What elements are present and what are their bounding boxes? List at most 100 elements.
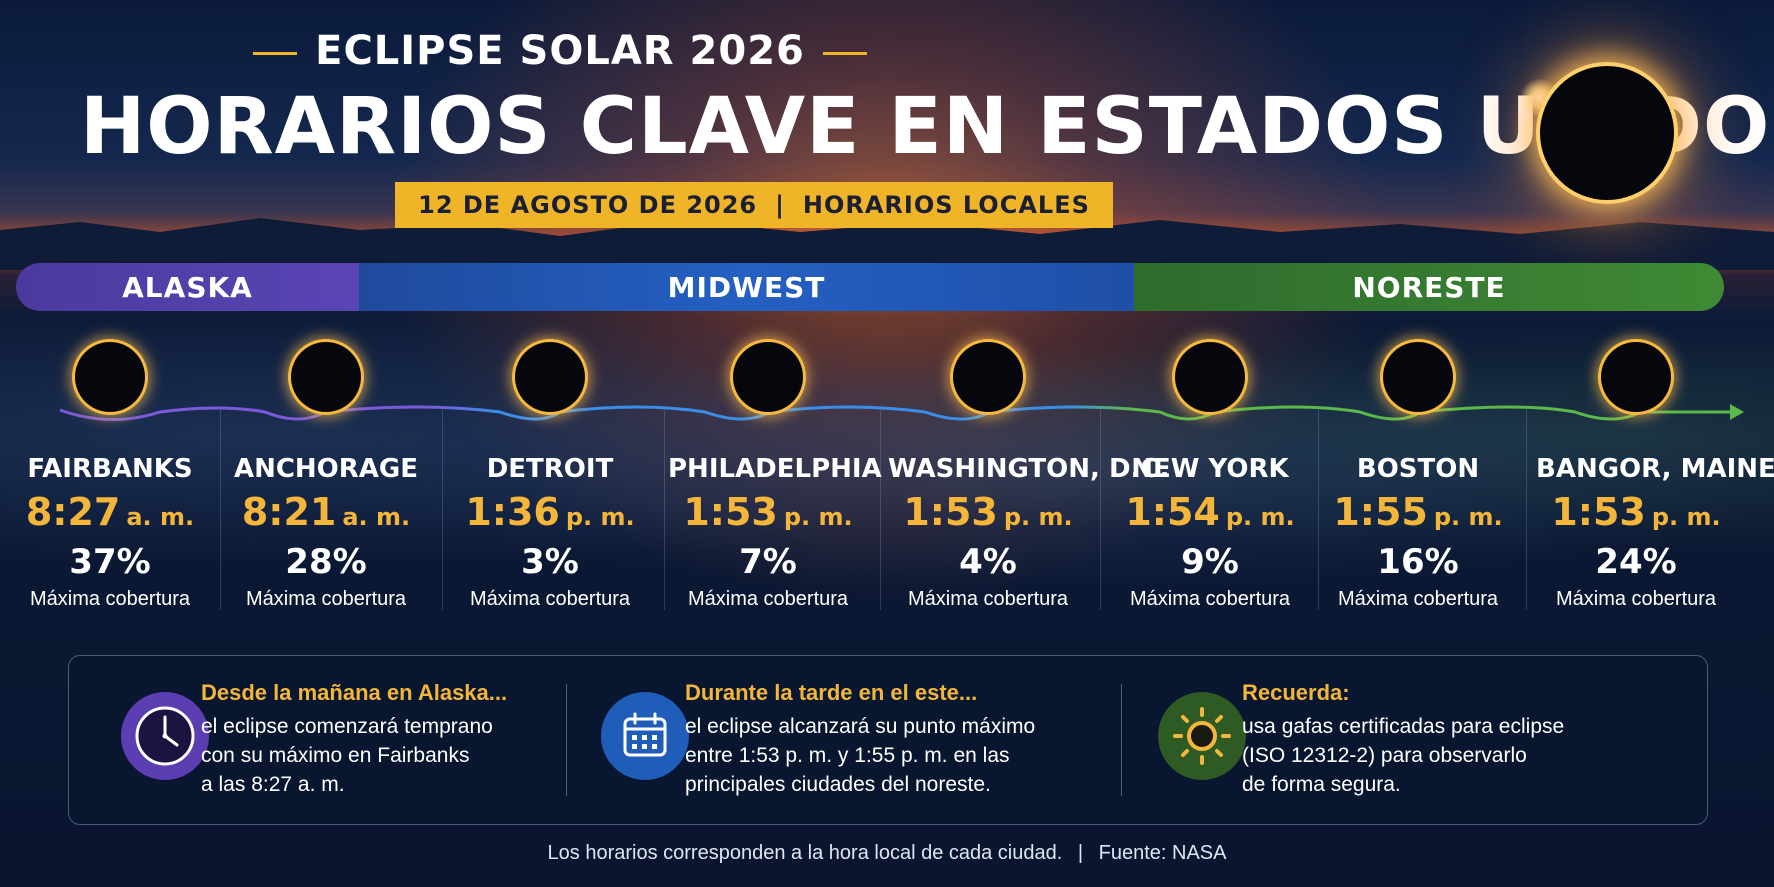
date-text: 12 DE AGOSTO DE 2026 (418, 191, 758, 219)
note-line: usa gafas certificadas para eclipse (1242, 715, 1565, 738)
column-divider (1100, 410, 1101, 610)
note-line: el eclipse alcanzará su punto máximo (685, 715, 1036, 738)
time-period: a. m. (342, 503, 411, 531)
city-item: DETROIT 1:36 p. m. 3% Máxima cobertura (450, 330, 650, 611)
time-period: p. m. (565, 503, 635, 531)
note-line: con su máximo en Fairbanks (201, 744, 470, 767)
time-period: a. m. (126, 503, 195, 531)
time-value: 1:55 (1333, 490, 1428, 534)
time-value: 1:53 (903, 490, 998, 534)
coverage-label: Máxima cobertura (29, 588, 191, 610)
note-line: (ISO 12312-2) para observarlo (1242, 744, 1527, 767)
city-name: BANGOR, MAINE (1536, 454, 1774, 484)
eclipse-icon (1383, 342, 1453, 412)
eclipse-icon (1175, 342, 1245, 412)
note-line: el eclipse comenzará temprano (201, 715, 493, 738)
coverage-label: Máxima cobertura (1555, 588, 1717, 610)
calendar-icon (601, 692, 689, 780)
column-divider (220, 410, 221, 610)
time-period: p. m. (1651, 503, 1721, 531)
coverage-value: 9% (1181, 542, 1239, 582)
city-time: 1:55 p. m. (1318, 490, 1518, 534)
city-name: WASHINGTON, D.C. (888, 454, 1170, 484)
footer: Los horarios corresponden a la hora loca… (0, 842, 1774, 865)
note-line: a las 8:27 a. m. (201, 773, 345, 796)
panel-divider (1121, 684, 1122, 796)
info-panel: Desde la mañana en Alaska... el eclipse … (68, 655, 1708, 825)
note-title: Recuerda: (1242, 680, 1350, 705)
eclipse-icon (75, 342, 145, 412)
clock-icon (121, 692, 209, 780)
column-divider (1526, 410, 1527, 610)
coverage-value: 16% (1377, 542, 1459, 582)
kicker-dash-left (253, 51, 298, 55)
region-noreste: NORESTE (1134, 263, 1724, 311)
time-value: 1:53 (683, 490, 778, 534)
coverage-value: 3% (521, 542, 579, 582)
city-item: FAIRBANKS 8:27 a. m. 37% Máxima cobertura (10, 330, 210, 611)
coverage-value: 4% (959, 542, 1017, 582)
column-divider (442, 410, 443, 610)
eclipse-icon (953, 342, 1023, 412)
city-name: BOSTON (1356, 454, 1480, 484)
column-divider (1318, 410, 1319, 610)
city-list: FAIRBANKS 8:27 a. m. 37% Máxima cobertura… (0, 330, 1774, 620)
panel-divider (566, 684, 567, 796)
city-item: BOSTON 1:55 p. m. 16% Máxima cobertura (1318, 330, 1518, 611)
city-item: PHILADELPHIA 1:53 p. m. 7% Máxima cobertu… (668, 330, 882, 611)
column-divider (664, 410, 665, 610)
eclipse-icon (1601, 342, 1671, 412)
sun-icon (1158, 692, 1246, 780)
note-line: entre 1:53 p. m. y 1:55 p. m. en las (685, 744, 1010, 767)
city-name: FAIRBANKS (27, 454, 193, 484)
footer-separator: | (1077, 842, 1084, 864)
timeline (59, 404, 1744, 422)
city-name: NEW YORK (1131, 454, 1289, 484)
city-item: WASHINGTON, D.C. 1:53 p. m. 4% Máxima cob… (888, 330, 1170, 611)
time-value: 8:21 (241, 490, 337, 534)
time-period: p. m. (1433, 503, 1503, 531)
region-bar: ALASKA MIDWEST NORESTE (16, 263, 1724, 311)
region-midwest: MIDWEST (359, 263, 1134, 311)
timeline-path (59, 405, 1738, 422)
note-body: el eclipse comenzará temprano con su máx… (201, 712, 493, 799)
coverage-value: 28% (285, 542, 367, 582)
date-separator: | (775, 191, 785, 219)
note-title: Desde la mañana en Alaska... (201, 680, 508, 705)
city-item: ANCHORAGE 8:21 a. m. 28% Máxima cobertura (226, 330, 426, 611)
coverage-value: 7% (739, 542, 797, 582)
kicker-title: ECLIPSE SOLAR 2026 (0, 28, 1120, 74)
note-alaska: Desde la mañana en Alaska... el eclipse … (69, 656, 564, 824)
eclipse-icon (291, 342, 361, 412)
city-time: 1:36 p. m. (450, 490, 650, 534)
city-time: 1:53 p. m. (888, 490, 1088, 534)
note-safety: Recuerda: usa gafas certificadas para ec… (1122, 656, 1707, 824)
time-period: p. m. (783, 503, 853, 531)
city-time: 8:21 a. m. (226, 490, 426, 534)
time-value: 1:36 (465, 490, 560, 534)
city-name: DETROIT (486, 454, 614, 484)
coverage-value: 37% (69, 542, 151, 582)
note-title: Durante la tarde en el este... (685, 680, 978, 705)
coverage-label: Máxima cobertura (1337, 588, 1499, 610)
region-alaska: ALASKA (16, 263, 359, 311)
timeline-arrow-icon (1730, 404, 1744, 420)
note-east: Durante la tarde en el este... el eclips… (567, 656, 1119, 824)
city-item: BANGOR, MAINE 1:53 p. m. 24% Máxima cober… (1536, 330, 1774, 611)
timezone-note: HORARIOS LOCALES (802, 191, 1090, 219)
city-item: NEW YORK 1:54 p. m. 9% Máxima cobertura (1110, 330, 1310, 611)
column-divider (880, 410, 881, 610)
city-time: 8:27 a. m. (10, 490, 210, 534)
kicker-text: ECLIPSE SOLAR 2026 (315, 28, 805, 74)
kicker-dash-right (822, 51, 867, 55)
note-line: de forma segura. (1242, 773, 1401, 796)
coverage-label: Máxima cobertura (469, 588, 631, 610)
city-time: 1:53 p. m. (1536, 490, 1736, 534)
time-value: 1:54 (1125, 490, 1220, 534)
city-time: 1:54 p. m. (1110, 490, 1310, 534)
city-name: ANCHORAGE (233, 454, 419, 484)
time-period: p. m. (1225, 503, 1295, 531)
note-body: el eclipse alcanzará su punto máximo ent… (685, 712, 1035, 799)
eclipse-icon (515, 342, 585, 412)
coverage-label: Máxima cobertura (245, 588, 407, 610)
